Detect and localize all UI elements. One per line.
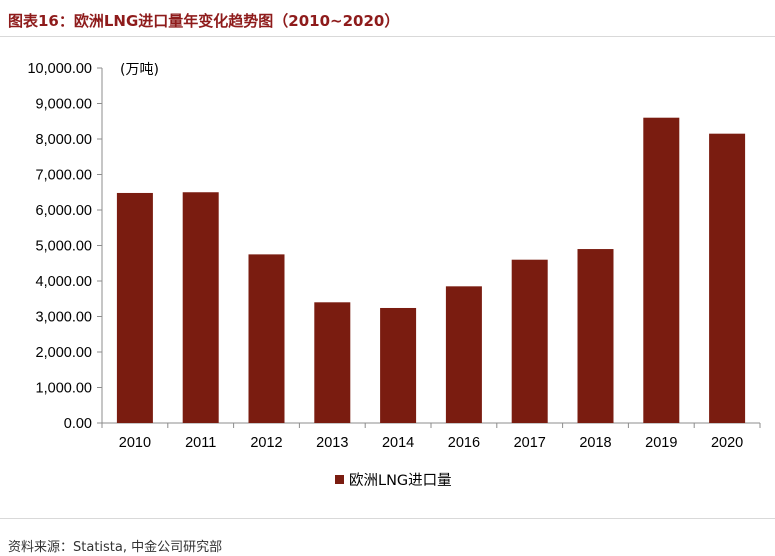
x-tick-label: 2019 (645, 435, 677, 451)
bar-chart: 0.00 1,000.00 2,000.00 3,000.00 4,000.00 5,00… (27, 61, 761, 489)
bar-2016 (445, 286, 482, 423)
y-tick-label: 1,000.00 (36, 381, 92, 397)
x-tick-label: 2017 (514, 435, 546, 451)
title-divider (0, 36, 775, 37)
source-note: 资料来源：Statista, 中金公司研究部 (8, 540, 223, 555)
y-tick-label: 6,000.00 (36, 203, 92, 219)
x-tick-label: 2013 (316, 435, 348, 451)
y-tick-label: 4,000.00 (36, 274, 92, 290)
y-tick-label: 2,000.00 (36, 345, 92, 361)
bar-2014 (380, 307, 417, 423)
bar-2017 (511, 259, 548, 423)
chart-title: 图表16：欧洲LNG进口量年变化趋势图（2010~2020） (8, 12, 400, 30)
x-tick-label: 2012 (250, 435, 282, 451)
bar-2020 (709, 133, 746, 424)
x-tick-label: 2018 (579, 435, 611, 451)
x-tick-label: 2011 (185, 435, 216, 451)
bar-2019 (643, 117, 680, 423)
y-tick-label: 3,000.00 (36, 310, 92, 326)
bar-2013 (314, 302, 351, 423)
x-tick-label: 2016 (448, 435, 480, 451)
legend-label: 欧洲LNG进口量 (349, 472, 452, 489)
bar-2011 (182, 192, 219, 423)
bar-2010 (116, 192, 153, 423)
y-tick-label: 8,000.00 (36, 132, 92, 148)
y-tick-label: 9,000.00 (36, 97, 92, 113)
legend-swatch (335, 475, 344, 484)
y-tick-label: 5,000.00 (36, 239, 92, 255)
x-tick-label: 2014 (382, 435, 414, 451)
y-tick-label: 0.00 (64, 416, 92, 432)
y-tick-label: 10,000.00 (27, 61, 92, 77)
bar-2018 (577, 249, 614, 423)
y-tick-label: 7,000.00 (36, 168, 92, 184)
y-unit-label: (万吨) (120, 62, 159, 78)
x-tick-label: 2010 (119, 435, 151, 451)
bar-2012 (248, 254, 285, 423)
x-tick-label: 2020 (711, 435, 743, 451)
footer-divider (0, 518, 775, 519)
